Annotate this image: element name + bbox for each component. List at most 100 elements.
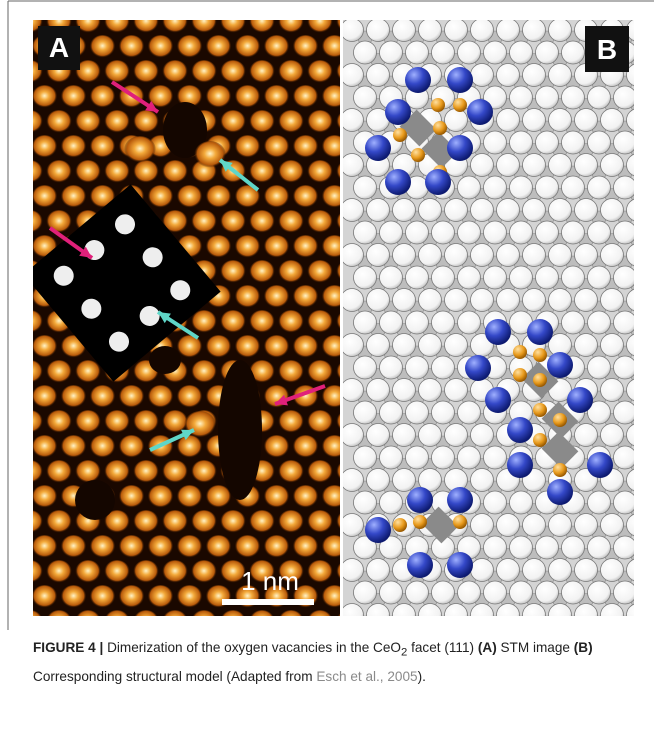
oxygen-atom xyxy=(497,109,520,132)
stm-spot xyxy=(278,110,304,134)
oxygen-atom xyxy=(458,266,481,289)
stm-spot xyxy=(104,460,130,484)
stm-spot xyxy=(249,510,275,534)
stm-spot xyxy=(206,335,232,359)
oxygen-atom xyxy=(536,266,559,289)
oxygen-atom xyxy=(627,559,650,582)
oxygen-atom xyxy=(627,19,650,42)
oxygen-atom xyxy=(354,266,377,289)
oxygen-atom xyxy=(562,266,585,289)
oxygen-atom xyxy=(562,536,585,559)
oxygen-atom xyxy=(510,491,533,514)
stm-spot xyxy=(264,485,290,509)
small-atom xyxy=(462,616,476,630)
vacancy xyxy=(218,360,262,500)
displaced-oxygen xyxy=(527,319,553,345)
oxygen-atom xyxy=(510,41,533,64)
stm-spot xyxy=(249,10,275,34)
displaced-oxygen xyxy=(447,135,473,161)
oxygen-atom xyxy=(640,311,654,334)
cerium-atom xyxy=(513,368,527,382)
scale-bar xyxy=(222,599,314,605)
cerium-atom xyxy=(533,433,547,447)
stm-spot xyxy=(264,535,290,559)
oxygen-atom xyxy=(497,154,520,177)
figure-label: FIGURE 4 | xyxy=(33,640,103,655)
stm-spot xyxy=(220,60,246,84)
oxygen-atom xyxy=(406,446,429,469)
displaced-oxygen xyxy=(465,355,491,381)
stm-spot xyxy=(278,210,304,234)
stm-spot xyxy=(293,485,319,509)
oxygen-atom xyxy=(614,176,637,199)
displaced-oxygen xyxy=(425,169,451,195)
cerium-atom xyxy=(533,348,547,362)
stm-spot xyxy=(278,460,304,484)
oxygen-atom xyxy=(458,311,481,334)
stm-spot xyxy=(148,485,174,509)
small-atom xyxy=(514,616,528,630)
stm-spot xyxy=(307,460,333,484)
oxygen-atom xyxy=(614,221,637,244)
oxygen-atom xyxy=(484,266,507,289)
cerium-atom xyxy=(431,98,445,112)
oxygen-atom xyxy=(432,356,455,379)
displaced-oxygen xyxy=(385,169,411,195)
oxygen-atom xyxy=(614,311,637,334)
stm-spot xyxy=(191,560,217,584)
stm-spot xyxy=(264,335,290,359)
stm-spot xyxy=(191,210,217,234)
stm-spot xyxy=(206,485,232,509)
oxygen-atom xyxy=(640,401,654,424)
citation-link[interactable]: Esch et al., 2005 xyxy=(316,669,417,684)
displaced-oxygen xyxy=(485,319,511,345)
stm-spot xyxy=(162,10,188,34)
small-atom xyxy=(410,616,424,630)
stm-spot xyxy=(177,485,203,509)
oxygen-atom xyxy=(588,356,611,379)
oxygen-atom xyxy=(419,244,442,267)
oxygen-atom xyxy=(380,41,403,64)
small-atom xyxy=(644,616,654,630)
stm-spot xyxy=(119,435,145,459)
stm-spot xyxy=(278,360,304,384)
oxygen-atom xyxy=(627,64,650,87)
caption-text: Corresponding structural model (Adapted … xyxy=(33,669,316,684)
oxygen-atom xyxy=(536,221,559,244)
oxygen-atom xyxy=(445,604,468,627)
oxygen-atom xyxy=(575,334,598,357)
vacancy xyxy=(149,346,181,374)
stm-spot xyxy=(307,210,333,234)
oxygen-atom xyxy=(458,41,481,64)
stm-spot xyxy=(17,360,43,384)
displaced-oxygen xyxy=(447,67,473,93)
stm-spot xyxy=(90,535,116,559)
stm-spot xyxy=(307,560,333,584)
stm-spot xyxy=(307,410,333,434)
displaced-oxygen xyxy=(485,387,511,413)
stm-spot xyxy=(235,535,261,559)
stm-spot xyxy=(119,535,145,559)
oxygen-atom xyxy=(484,131,507,154)
oxygen-atom xyxy=(458,581,481,604)
small-atom xyxy=(358,616,372,630)
stm-spot xyxy=(307,60,333,84)
stm-spot xyxy=(249,210,275,234)
small-atom xyxy=(644,346,654,360)
oxygen-atom xyxy=(341,514,364,537)
oxygen-atom xyxy=(484,446,507,469)
oxygen-atom xyxy=(627,514,650,537)
oxygen-atom xyxy=(497,64,520,87)
oxygen-atom xyxy=(575,109,598,132)
oxygen-atom xyxy=(484,176,507,199)
oxygen-atom xyxy=(601,604,624,627)
stm-spot xyxy=(119,485,145,509)
stm-spot xyxy=(293,285,319,309)
oxygen-atom xyxy=(601,244,624,267)
oxygen-atom xyxy=(393,19,416,42)
stm-spot xyxy=(206,85,232,109)
oxygen-atom xyxy=(484,41,507,64)
oxygen-atom xyxy=(393,334,416,357)
stm-spot xyxy=(32,85,58,109)
cerium-atom xyxy=(433,121,447,135)
